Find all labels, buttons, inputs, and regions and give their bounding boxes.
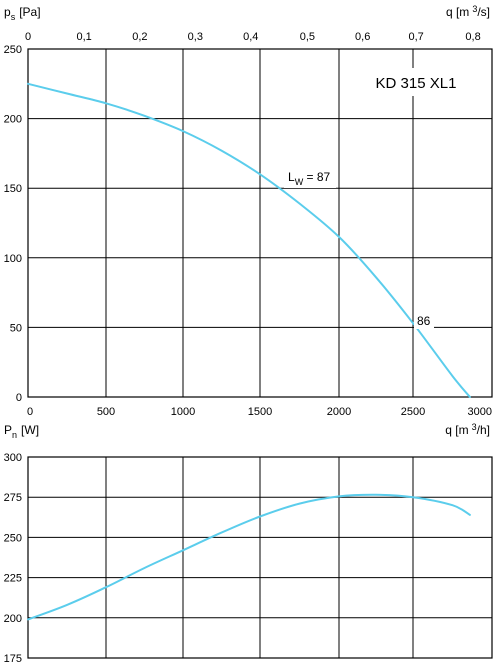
flow-m3h-tick-3000: 3000	[468, 406, 492, 418]
title-box	[362, 68, 470, 96]
pressure-tick-50: 50	[10, 322, 22, 334]
svg-text:86: 86	[417, 314, 431, 328]
flow-m3s-tick-labels: 0 0,1 0,2 0,3 0,4 0,5 0,6 0,7 0,8	[25, 31, 481, 43]
flow-m3s-tick-2: 0,2	[132, 31, 147, 43]
pressure-tick-200: 200	[4, 114, 22, 126]
pressure-tick-150: 150	[4, 183, 22, 195]
flow-m3s-tick-7: 0,7	[409, 31, 424, 43]
pressure-axis-label: ps [Pa]	[4, 5, 41, 22]
power-chart: 175 200 225 250 275 300 Pn [W]	[4, 423, 493, 664]
power-tick-175: 175	[4, 653, 22, 664]
pressure-tick-100: 100	[4, 253, 22, 265]
sound-power-label-87: LW = 87	[284, 166, 336, 188]
chart-title: KD 315 XL1	[376, 75, 457, 92]
flow-m3s-tick-8: 0,8	[465, 31, 480, 43]
flow-m3h-tick-labels: 0 500 1000 1500 2000 2500 3000	[27, 406, 492, 418]
flow-m3s-tick-1: 0,1	[77, 31, 92, 43]
flow-m3s-tick-3: 0,3	[188, 31, 203, 43]
power-axis-label: Pn [W]	[4, 423, 39, 440]
flow-m3h-axis-label: q [m 3/h]	[445, 422, 490, 437]
pressure-tick-250: 250	[4, 44, 22, 56]
pressure-grid	[28, 49, 492, 397]
power-grid	[28, 457, 492, 658]
pressure-y-tick-labels: 0 50 100 150 200 250	[4, 44, 22, 404]
pressure-curve	[27, 82, 471, 398]
power-tick-300: 300	[4, 452, 22, 464]
pressure-plot-frame	[27, 48, 493, 398]
power-tick-225: 225	[4, 573, 22, 585]
power-curve	[27, 493, 471, 621]
flow-m3s-tick-6: 0,6	[355, 31, 370, 43]
pressure-tick-0: 0	[16, 392, 22, 404]
power-plot-frame	[27, 456, 493, 659]
power-tick-200: 200	[4, 613, 22, 625]
flow-m3h-tick-2000: 2000	[327, 406, 351, 418]
flow-m3s-axis-label: q [m 3/s]	[446, 4, 490, 19]
flow-m3h-tick-1000: 1000	[171, 406, 195, 418]
flow-m3s-tick-0: 0	[25, 31, 31, 43]
sound-power-label-86: 86	[414, 313, 434, 329]
flow-m3h-tick-2500: 2500	[401, 406, 425, 418]
pressure-chart: 0 50 100 150 200 250 0 500 1000 1500 2000 2500 3000…	[4, 4, 493, 437]
flow-m3s-tick-5: 0,5	[300, 31, 315, 43]
flow-m3h-tick-1500: 1500	[248, 406, 272, 418]
power-y-tick-labels: 175 200 225 250 275 300	[4, 452, 22, 664]
flow-m3h-tick-0: 0	[27, 406, 33, 418]
svg-text:LW = 87: LW = 87	[288, 170, 331, 187]
flow-m3s-tick-4: 0,4	[243, 31, 258, 43]
power-tick-250: 250	[4, 532, 22, 544]
power-tick-275: 275	[4, 492, 22, 504]
flow-m3h-tick-500: 500	[97, 406, 115, 418]
